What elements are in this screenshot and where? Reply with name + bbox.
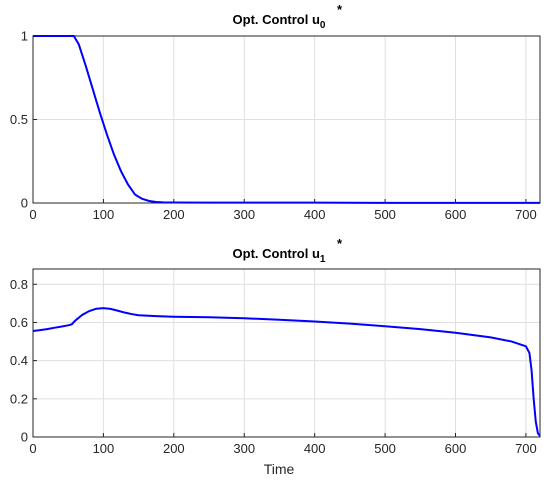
axes-bottom-title: Opt. Control u1 [233,246,326,265]
axes-bottom-title-sub: 1 [320,254,326,265]
bottom-x-tick-label: 600 [445,441,467,456]
axes-bottom-title-sup: * [337,236,343,251]
bottom-y-tick-label: 0.4 [10,353,28,368]
bottom-series-line [32,307,541,437]
bottom-x-tick-label: 300 [233,441,255,456]
top-x-tick-label: 0 [29,207,36,222]
top-y-tick-label: 1 [21,29,28,44]
axes-top-title-sup: * [337,2,343,17]
top-y-tick-label: 0 [21,196,28,211]
axes-top-title-sub: 0 [320,20,326,31]
top-x-tick-label: 100 [93,207,115,222]
bottom-x-tick-label: 400 [304,441,326,456]
axes-bottom-title-main: Opt. Control u [233,246,320,261]
top-x-tick-label: 500 [374,207,396,222]
bottom-axes-box [32,268,541,438]
top-series-line [33,35,540,204]
bottom-x-tick-label: 100 [93,441,115,456]
top-x-tick-label: 600 [445,207,467,222]
top-x-tick-label: 400 [304,207,326,222]
axes-bottom: 0 100 200 300 400 500 600 700 0 0.2 0.4 0.6 0.8 Opt. … [10,236,541,477]
bottom-x-tick-label: 500 [374,441,396,456]
top-y-tick-label: 0.5 [10,112,28,127]
bottom-y-tick-label: 0.8 [10,277,28,292]
top-x-tick-label: 200 [163,207,185,222]
axes-bottom-xlabel: Time [264,461,295,477]
axes-top-title: Opt. Control u0 [233,12,326,31]
bottom-plot-area [32,268,541,438]
axes-top: 0 100 200 300 400 500 600 700 0 0.5 1 Opt. Control … [10,2,541,222]
axes-top-title-main: Opt. Control u [233,12,320,27]
top-x-tick-label: 700 [515,207,537,222]
bottom-x-tick-label: 0 [29,441,36,456]
bottom-y-tick-label: 0.2 [10,391,28,406]
top-x-tick-label: 300 [233,207,255,222]
bottom-x-tick-label: 200 [163,441,185,456]
bottom-x-tick-label: 700 [515,441,537,456]
bottom-y-tick-label: 0.6 [10,315,28,330]
bottom-y-tick-label: 0 [21,430,28,445]
